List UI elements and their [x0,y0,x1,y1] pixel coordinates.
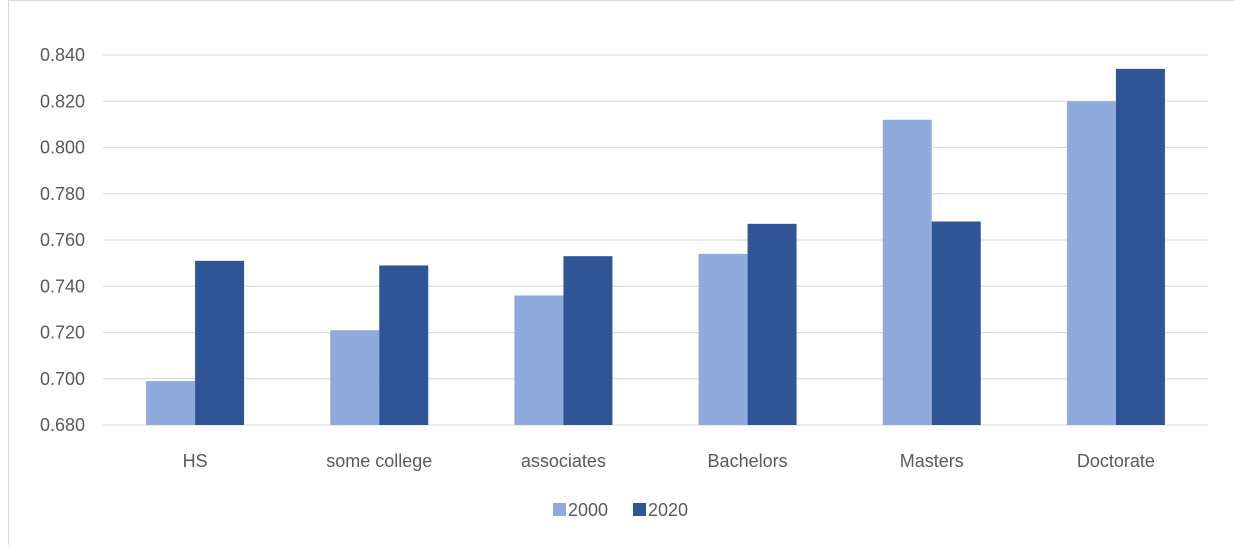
bar-2000-doctorate [1066,101,1116,425]
bar-2020-doctorate [1115,68,1165,425]
y-tick-label: 0.840 [40,45,85,65]
x-category-label: associates [521,451,606,471]
y-tick-label: 0.800 [40,138,85,158]
bar-2020-masters [931,221,981,425]
y-tick-label: 0.720 [40,323,85,343]
legend-label-series-1: 2020 [648,500,688,520]
x-category-label: Doctorate [1077,451,1155,471]
y-tick-label: 0.700 [40,369,85,389]
x-category-label: Bachelors [708,451,788,471]
y-tick-label: 0.780 [40,184,85,204]
x-category-label: some college [326,451,432,471]
bar-2020-associates [563,256,613,425]
y-tick-label: 0.740 [40,276,85,296]
bar-2020-some-college [379,265,429,425]
bar-2000-associates [514,295,564,425]
bar-2000-some-college [330,330,380,425]
bar-2000-masters [882,119,932,425]
bar-2020-hs [195,260,245,425]
bar-2000-bachelors [698,253,748,425]
x-axis-category-labels: HS some college associates Bachelors Masters… [183,451,1155,471]
y-axis-tick-labels: 0.680 0.700 0.720 0.740 0.760 0.780 0.800 0.820… [40,45,85,435]
bars [146,68,1165,425]
y-tick-label: 0.760 [40,230,85,250]
y-tick-label: 0.820 [40,91,85,111]
legend-swatch-series-1 [633,503,646,516]
legend: 2000 2020 [553,500,688,520]
x-category-label: HS [183,451,208,471]
bar-2000-hs [146,381,196,425]
x-category-label: Masters [900,451,964,471]
legend-swatch-series-0 [553,503,566,516]
bar-2020-bachelors [747,223,797,425]
gridlines [103,54,1208,426]
y-tick-label: 0.680 [40,415,85,435]
legend-label-series-0: 2000 [568,500,608,520]
